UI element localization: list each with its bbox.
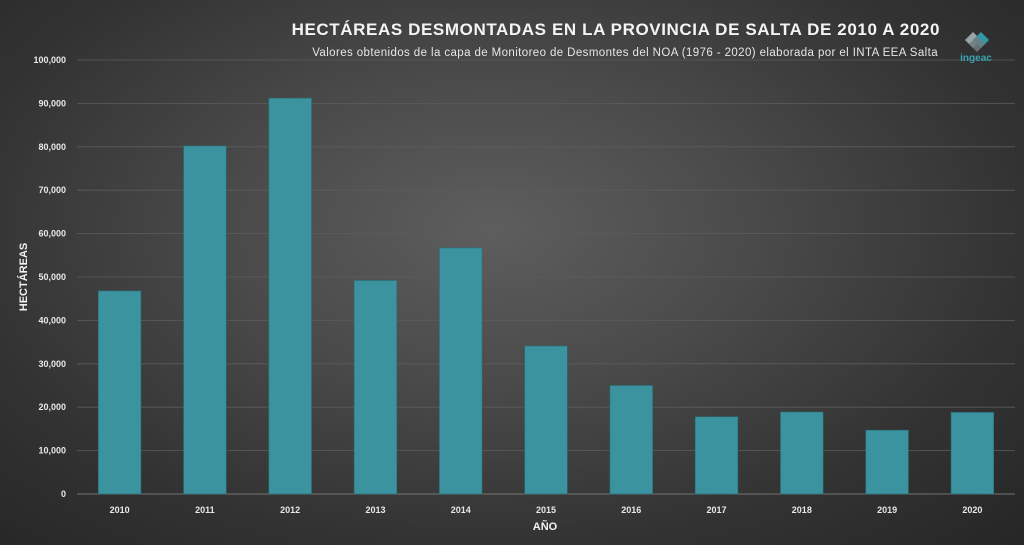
bars [98,97,994,495]
bar-2010 [98,290,142,495]
bar-2014 [439,247,483,495]
bar-2015 [524,345,568,495]
y-tick-label: 50,000 [38,272,66,282]
x-axis-ticks: 2010 2011 2012 2013 2014 2015 2016 2017 2018 2019… [110,505,983,515]
x-tick-label: 2018 [792,505,812,515]
x-tick-label: 2020 [962,505,982,515]
x-tick-label: 2017 [707,505,727,515]
bar-2017 [694,416,739,495]
x-tick-label: 2015 [536,505,556,515]
bar-2012 [268,97,312,495]
logo-text: ingeac [960,53,992,64]
y-tick-label: 20,000 [38,402,66,412]
chart-subtitle: Valores obtenidos de la capa de Monitore… [312,47,938,59]
y-tick-label: 70,000 [38,185,66,195]
bar-2016 [609,385,653,495]
y-tick-label: 100,000 [33,55,66,65]
y-axis-title: HECTÁREAS [17,243,30,311]
x-tick-label: 2016 [621,505,641,515]
gridlines [77,59,1015,495]
x-tick-label: 2012 [280,505,300,515]
y-tick-label: 10,000 [38,446,66,456]
bar-2018 [780,411,824,495]
x-tick-label: 2011 [195,505,215,515]
y-tick-label: 90,000 [38,98,66,108]
bar-2011 [183,145,227,495]
y-axis-ticks: 0 10,000 20,000 30,000 40,000 50,000 60,000 70,… [33,55,66,499]
bar-2019 [865,429,909,495]
y-tick-label: 40,000 [38,315,66,325]
bar-2013 [353,280,398,495]
ingeac-logo-icon [965,32,989,52]
x-tick-label: 2010 [110,505,130,515]
y-tick-label: 0 [61,489,66,499]
x-tick-label: 2013 [365,505,385,515]
x-tick-label: 2014 [451,505,471,515]
y-tick-label: 80,000 [38,142,66,152]
chart-title: HECTÁREAS DESMONTADAS EN LA PROVINCIA DE… [291,20,940,39]
y-tick-label: 60,000 [38,229,66,239]
y-tick-label: 30,000 [38,359,66,369]
bar-2020 [950,412,994,495]
x-axis-title: AÑO [533,520,558,533]
x-tick-label: 2019 [877,505,897,515]
